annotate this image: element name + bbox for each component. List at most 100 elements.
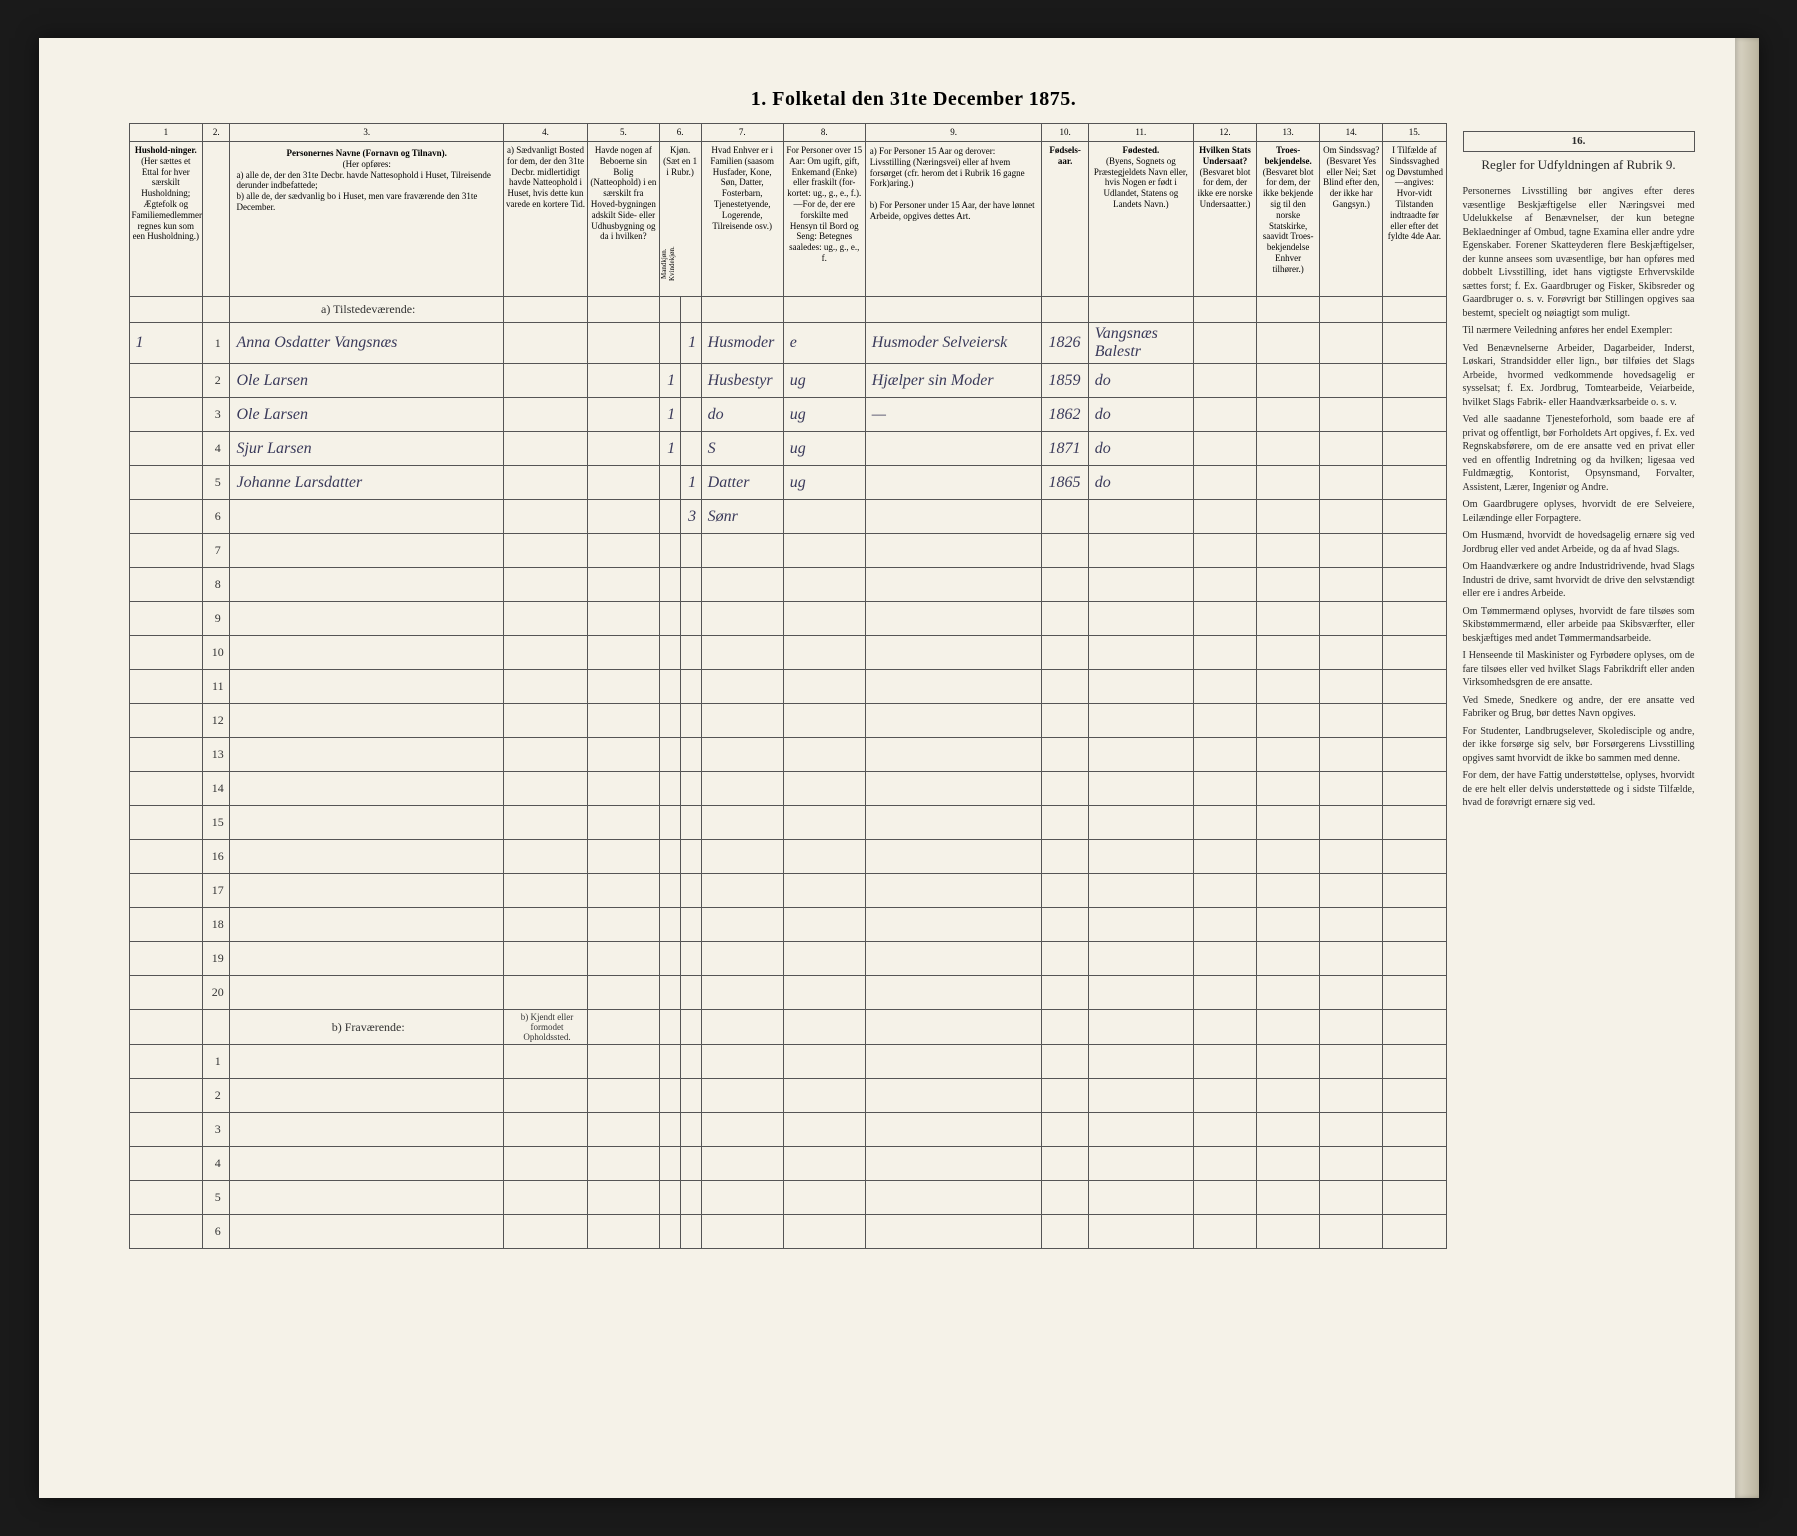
cell-8: ug [783,466,865,500]
colnum-9: 9. [865,124,1042,142]
cell-rownum: 7 [203,534,230,568]
empty-row-b: 4 [129,1147,1446,1181]
instruction-paragraph: I Henseende til Maskinister og Fyrbødere… [1463,649,1695,690]
cell-5 [588,500,660,534]
cell-13 [1257,323,1320,364]
colnum-6: 6. [659,124,701,142]
cell-15 [1383,500,1446,534]
colnum-7: 7. [701,124,783,142]
cell-rownum: 6 [203,1215,230,1249]
h13: Troes-bekjendelse. [1264,145,1311,166]
cell-rownum: 17 [203,874,230,908]
section-b-text: b) Fraværende: [230,1010,503,1045]
data-row: 3 Ole Larsen 1 do ug — 1862 do [129,398,1446,432]
h6b: Kvindekjøn. [668,234,676,294]
cell-4 [503,398,587,432]
cell-4 [503,364,587,398]
cell-hh [129,398,203,432]
header-row: Hushold-ninger. (Her sættes et Ettal for… [129,142,1446,297]
cell-11: do [1088,398,1193,432]
h12b: (Besvaret blot for dem, der ikke ere nor… [1198,167,1253,209]
data-row: 6 3 Sønr [129,500,1446,534]
instruction-paragraph: Ved alle saadanne Tjenesteforhold, som b… [1463,413,1695,494]
cell-15 [1383,466,1446,500]
page-title: 1. Folketal den 31te December 1875. [129,88,1699,111]
cell-6b [680,364,701,398]
section-b-col4: b) Kjendt eller formodet Opholdssted. [503,1010,587,1045]
cell-15 [1383,323,1446,364]
cell-hh [129,364,203,398]
cell-rownum: 9 [203,602,230,636]
cell-9: — [865,398,1042,432]
header-7: Hvad Enhver er i Familien (saasom Husfad… [701,142,783,297]
h3-b: b) alle de, der sædvanlig bo i Huset, me… [236,191,496,213]
cell-10: 1862 [1042,398,1088,432]
cell-10: 1865 [1042,466,1088,500]
colnum-4: 4. [503,124,587,142]
instruction-paragraph: Om Husmænd, hvorvidt de hovedsagelig ern… [1463,529,1695,556]
empty-row-b: 3 [129,1113,1446,1147]
h9b: b) For Personer under 15 Aar, der have l… [870,200,1038,222]
cell-5 [588,466,660,500]
cell-7: do [701,398,783,432]
section-a-text: a) Tilstedeværende: [230,297,503,323]
cell-10: 1826 [1042,323,1088,364]
empty-row-b: 6 [129,1215,1446,1249]
cell-12 [1193,364,1256,398]
cell-14 [1320,466,1383,500]
h11b: (Byens, Sognets og Præstegjeldets Navn e… [1094,156,1188,209]
empty-row: 16 [129,840,1446,874]
header-6: Kjøn. (Sæt en 1 i Rubr.) Mandkjøn. Kvind… [659,142,701,297]
cell-rownum: 3 [203,1113,230,1147]
cell-7: Datter [701,466,783,500]
cell-5 [588,398,660,432]
cell-15 [1383,398,1446,432]
empty-row-b: 1 [129,1045,1446,1079]
header-15: I Tilfælde af Sindssvaghed og Døvstumhed… [1383,142,1446,297]
cell-5 [588,323,660,364]
empty-row: 13 [129,738,1446,772]
h3-sub: (Her opføres: [236,159,496,170]
cell-rownum: 5 [203,466,230,500]
cell-rownum: 19 [203,942,230,976]
colnum-2: 2. [203,124,230,142]
cell-6b: 1 [680,466,701,500]
cell-9 [865,466,1042,500]
data-row: 4 Sjur Larsen 1 S ug 1871 do [129,432,1446,466]
colnum-13: 13. [1257,124,1320,142]
cell-13 [1257,500,1320,534]
cell-11: Vangsnæs Balestr [1088,323,1193,364]
cell-11: do [1088,432,1193,466]
data-row: 2 Ole Larsen 1 Husbestyr ug Hjælper sin … [129,364,1446,398]
cell-9: Hjælper sin Moder [865,364,1042,398]
colnum-12: 12. [1193,124,1256,142]
cell-14 [1320,432,1383,466]
cell-rownum: 11 [203,670,230,704]
empty-row: 14 [129,772,1446,806]
instructions-body: Personernes Livsstilling bør angives eft… [1463,185,1695,810]
cell-4 [503,466,587,500]
h9a: a) For Personer 15 Aar og derover: Livss… [870,146,1038,189]
cell-15 [1383,364,1446,398]
colnum-3: 3. [230,124,503,142]
instruction-paragraph: For dem, der have Fattig understøttelse,… [1463,769,1695,810]
cell-14 [1320,500,1383,534]
colnum-5: 5. [588,124,660,142]
table-head: 1 2. 3. 4. 5. 6. 7. 8. 9. 10. 11. 12. 13… [129,124,1446,297]
data-row: 1 1 Anna Osdatter Vangsnæs 1 Husmoder e … [129,323,1446,364]
cell-5 [588,364,660,398]
cell-rownum: 3 [203,398,230,432]
cell-rownum: 8 [203,568,230,602]
header-9: a) For Personer 15 Aar og derover: Livss… [865,142,1042,297]
cell-10 [1042,500,1088,534]
cell-13 [1257,398,1320,432]
h10: Fødsels-aar. [1049,145,1081,166]
header-11: Fødested. (Byens, Sognets og Præstegjeld… [1088,142,1193,297]
cell-12 [1193,398,1256,432]
instruction-paragraph: Til nærmere Veiledning anføres her endel… [1463,324,1695,338]
table-body: a) Tilstedeværende: 1 1 Anna Osdatter Va… [129,297,1446,1249]
cell-8 [783,500,865,534]
h3-a: a) alle de, der den 31te Decbr. havde Na… [236,170,496,192]
cell-rownum: 6 [203,500,230,534]
cell-10: 1871 [1042,432,1088,466]
